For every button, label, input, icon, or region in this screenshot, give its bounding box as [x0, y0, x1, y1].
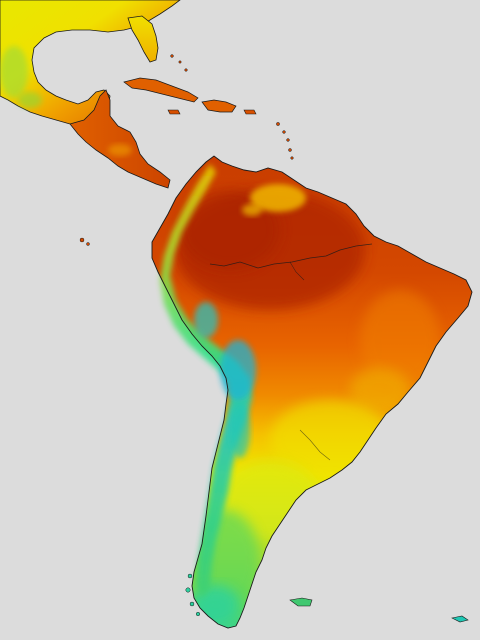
tepui-region: [242, 204, 262, 216]
florida-peninsula: [127, 15, 159, 63]
southeast-brazil-plateau: [350, 368, 410, 412]
mexico-plateau: [18, 92, 42, 108]
lesser-antilles: [79, 54, 294, 246]
chilean-fjord-islands: [185, 573, 201, 617]
hispaniola-island: [201, 99, 237, 113]
cuba-island: [123, 77, 199, 103]
central-andes-cold-zone: [230, 402, 250, 458]
jamaica-island: [167, 109, 181, 115]
guiana-highlands: [250, 184, 306, 212]
brazilian-highlands: [360, 290, 440, 390]
rio-de-la-plata: [299, 429, 331, 461]
north-america-landmass: [0, 0, 181, 127]
central-america-landmass: [69, 89, 171, 189]
amazon-river-line: [209, 243, 373, 269]
central-america-highlands: [108, 144, 132, 156]
puerto-rico-island: [243, 109, 257, 115]
falkland-islands: [289, 597, 313, 607]
mexico-highlands: [0, 46, 28, 98]
altiplano-cold-zone: [220, 340, 256, 400]
river-tributary: [289, 261, 305, 281]
south-georgia-island: [451, 615, 469, 623]
peruvian-andes-cold-zone: [194, 302, 218, 338]
